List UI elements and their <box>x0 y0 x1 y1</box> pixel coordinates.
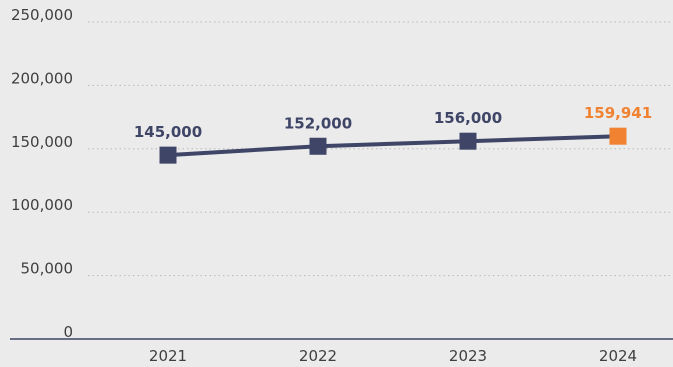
series-markers <box>159 127 627 164</box>
y-tick-label: 250,000 <box>11 6 73 24</box>
x-tick-label: 2021 <box>149 347 187 365</box>
y-tick-label: 50,000 <box>21 260 74 278</box>
x-axis-tick-labels: 2021 2022 2023 2024 <box>149 347 637 365</box>
y-tick-label: 200,000 <box>11 69 73 87</box>
data-marker <box>459 132 477 150</box>
series-line-group <box>167 134 619 158</box>
x-tick-label: 2022 <box>299 347 337 365</box>
y-tick-label: 100,000 <box>11 196 73 214</box>
y-axis-tick-labels: 0 50,000 100,000 150,000 200,000 250,000 <box>11 6 73 341</box>
series-line <box>167 134 619 158</box>
x-tick-label: 2024 <box>599 347 637 365</box>
data-marker <box>309 137 327 155</box>
data-labels: 145,000 152,000 156,000 159,941 <box>134 104 652 141</box>
highlight-marker <box>609 127 627 145</box>
data-label: 145,000 <box>134 123 202 141</box>
y-tick-label: 0 <box>63 323 73 341</box>
x-tick-label: 2023 <box>449 347 487 365</box>
highlight-data-label: 159,941 <box>584 104 652 122</box>
data-label: 152,000 <box>284 114 352 132</box>
y-tick-label: 150,000 <box>11 133 73 151</box>
data-marker <box>159 146 177 164</box>
data-label: 156,000 <box>434 109 502 127</box>
gridlines <box>10 21 673 340</box>
